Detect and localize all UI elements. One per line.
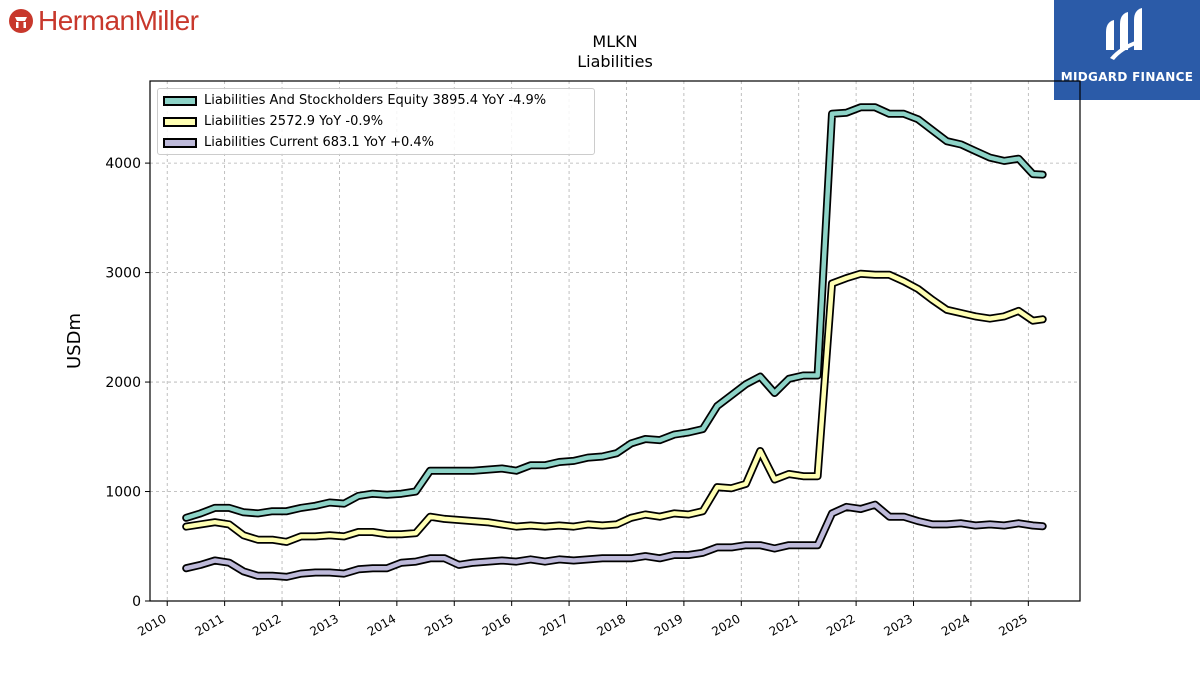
x-tick-label: 2013 <box>307 611 340 638</box>
legend-label-equity: Liabilities And Stockholders Equity 3895… <box>204 93 547 108</box>
y-tick-label: 1000 <box>105 485 141 501</box>
chart-subtitle: Liabilities <box>577 52 653 71</box>
x-tick-label: 2010 <box>135 611 168 638</box>
company-logo-text: HermanMiller <box>38 5 199 36</box>
x-tick-label: 2021 <box>767 611 800 638</box>
chart-legend: Liabilities And Stockholders Equity 3895… <box>157 88 595 155</box>
x-tick-label: 2014 <box>365 611 398 638</box>
x-tick-label: 2023 <box>882 611 915 638</box>
x-tick-label: 2024 <box>939 611 972 638</box>
y-tick-label: 0 <box>132 594 141 610</box>
x-tick-label: 2017 <box>537 611 570 638</box>
legend-item-equity: Liabilities And Stockholders Equity 3895… <box>158 93 546 108</box>
herman-miller-mark-icon <box>9 9 33 33</box>
x-tick-label: 2011 <box>193 611 226 638</box>
x-tick-label: 2016 <box>480 611 513 638</box>
legend-label-liabilities: Liabilities 2572.9 YoY -0.9% <box>204 114 384 129</box>
plot-frame <box>149 80 1081 602</box>
series-outline-2 <box>182 500 1047 581</box>
legend-swatch-liabilities <box>163 116 197 127</box>
legend-swatch-current <box>163 137 197 148</box>
series-line-0 <box>183 105 1045 521</box>
badge-text: MIDGARD FINANCE <box>1060 70 1194 84</box>
x-tick-label: 2025 <box>996 611 1029 638</box>
chart-title: MLKN <box>592 32 638 51</box>
y-axis-label: USDm <box>64 313 85 369</box>
x-tick-label: 2015 <box>422 611 455 638</box>
midgard-finance-badge: MIDGARD FINANCE <box>1054 0 1200 100</box>
series-outline-1 <box>182 269 1047 546</box>
legend-item-liabilities: Liabilities 2572.9 YoY -0.9% <box>158 114 383 129</box>
legend-item-current: Liabilities Current 683.1 YoY +0.4% <box>158 135 434 150</box>
x-tick-label: 2018 <box>595 611 628 638</box>
series-line-2 <box>183 502 1045 580</box>
y-tick-label: 2000 <box>105 375 141 391</box>
series-line-1 <box>183 271 1045 545</box>
herman-miller-logo: HermanMiller <box>8 5 199 37</box>
legend-swatch-equity <box>163 95 197 106</box>
y-tick-label: 4000 <box>105 156 141 172</box>
y-tick-label: 3000 <box>105 266 141 282</box>
legend-label-current: Liabilities Current 683.1 YoY +0.4% <box>204 135 434 150</box>
x-tick-label: 2012 <box>250 611 283 638</box>
x-tick-label: 2022 <box>824 611 857 638</box>
midgard-logo-icon <box>1106 8 1142 60</box>
x-tick-label: 2020 <box>709 611 742 638</box>
series-outline-0 <box>182 103 1047 522</box>
x-tick-label: 2019 <box>652 611 685 638</box>
